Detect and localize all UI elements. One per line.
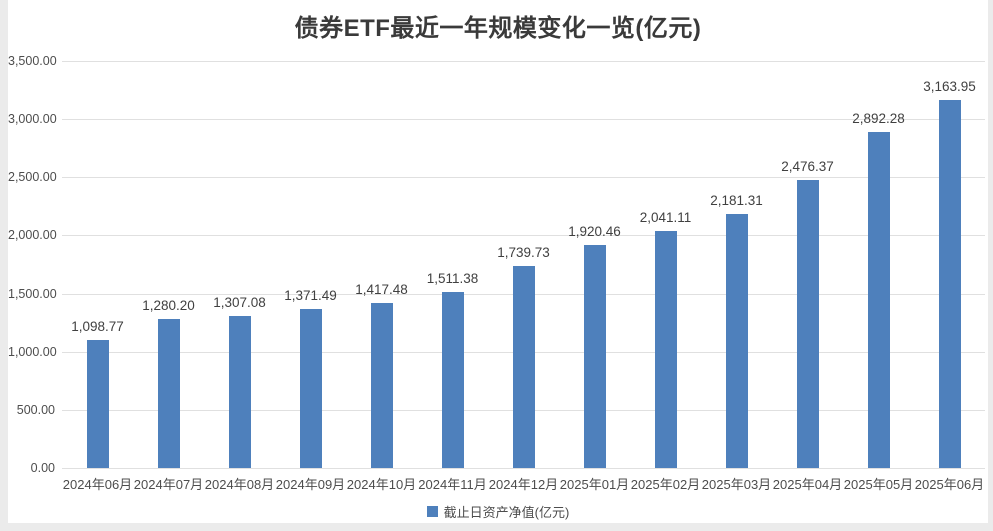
category-cell: 3,163.95	[914, 61, 985, 468]
category-cell: 2,181.31	[701, 61, 772, 468]
bar	[228, 316, 251, 468]
x-axis-tick-label: 2025年05月	[843, 477, 914, 492]
y-axis-tick-label: 1,000.00	[8, 344, 57, 359]
category-cell: 1,371.49	[275, 61, 346, 468]
bar-value-label: 2,892.28	[852, 110, 905, 126]
category-cell: 1,417.48	[346, 61, 417, 468]
category-cell: 1,920.46	[559, 61, 630, 468]
bar	[441, 292, 464, 468]
bar-value-label: 2,181.31	[710, 193, 763, 209]
x-axis-tick-label: 2024年08月	[204, 477, 275, 492]
x-axis-tick-label: 2024年07月	[133, 477, 204, 492]
bar	[583, 244, 606, 468]
x-axis-tick-label: 2024年11月	[418, 477, 487, 492]
bar-value-label: 1,280.20	[142, 298, 195, 314]
plot-area: 1,098.77 1,280.20 1,307.08 1,371.49 1,417.48…	[62, 61, 985, 468]
bar-value-label: 1,511.38	[426, 271, 479, 287]
bar-value-label: 2,476.37	[781, 159, 834, 174]
bar-value-label: 2,041.11	[639, 209, 692, 225]
bar	[370, 303, 393, 468]
category-cell: 2,892.28	[843, 61, 914, 468]
chart-card: 债券ETF最近一年规模变化一览(亿元) 0.00 500.00 1,000.00 1,…	[8, 0, 988, 523]
bar-value-label: 1,739.73	[497, 244, 550, 260]
bar-value-label: 1,417.48	[355, 282, 408, 298]
gridline	[62, 177, 985, 179]
bar	[725, 214, 748, 468]
legend-label: 截止日资产净值(亿元)	[443, 505, 570, 520]
category-cell: 1,739.73	[488, 61, 559, 468]
category-cell: 1,307.08	[204, 61, 275, 468]
y-axis-tick-label: 1,500.00	[8, 286, 57, 301]
bar	[157, 319, 180, 468]
bar	[654, 230, 677, 468]
x-axis-tick-label: 2025年04月	[772, 477, 843, 492]
y-axis-tick-label: 3,000.00	[8, 112, 57, 127]
bar	[512, 265, 535, 468]
legend-marker-square	[426, 506, 438, 517]
gridline	[62, 119, 985, 121]
plot-wrap: 0.00 500.00 1,000.00 1,500.00 2,000.00 2,500.…	[8, 0, 988, 523]
bar	[299, 308, 322, 468]
y-axis-tick-label: 2,500.00	[8, 170, 57, 185]
y-axis-tick-label: 3,500.00	[8, 54, 57, 68]
x-axis-tick-label: 2025年02月	[630, 477, 701, 492]
bar-value-label: 1,307.08	[213, 295, 266, 310]
legend: 截止日资产净值(亿元)	[8, 502, 988, 521]
x-axis-tick-label: 2024年10月	[346, 477, 417, 492]
bar-value-label: 1,371.49	[284, 287, 337, 303]
category-cell: 1,280.20	[133, 61, 204, 468]
bar-value-label: 3,163.95	[923, 79, 976, 95]
bar	[796, 180, 819, 468]
x-axis-tick-label: 2024年06月	[62, 477, 133, 492]
category-cell: 1,098.77	[62, 61, 133, 468]
category-cell: 2,476.37	[772, 61, 843, 468]
y-axis-tick-label: 500.00	[16, 402, 55, 417]
bar	[86, 340, 109, 468]
x-axis-tick-label: 2024年09月	[275, 477, 346, 492]
x-axis-tick-label: 2025年03月	[701, 477, 772, 492]
bar	[867, 131, 890, 468]
category-cell: 1,511.38	[417, 61, 488, 468]
bar-value-label: 1,920.46	[568, 223, 621, 239]
gridline	[62, 61, 985, 62]
chart-title: 债券ETF最近一年规模变化一览(亿元)	[294, 15, 702, 42]
gridline	[62, 235, 985, 237]
gridline	[62, 468, 985, 469]
y-axis-tick-label: 0.00	[30, 461, 55, 475]
x-axis-tick-label: 2024年12月	[488, 477, 559, 492]
bar-value-label: 1,098.77	[71, 319, 124, 335]
x-axis-tick-label: 2025年01月	[559, 477, 630, 492]
x-axis: 2024年06月 2024年07月 2024年08月 2024年09月 2024年10月…	[62, 472, 985, 492]
category-cell: 2,041.11	[630, 61, 701, 468]
y-axis-tick-label: 2,000.00	[8, 228, 57, 243]
bar	[938, 100, 961, 468]
x-axis-tick-label: 2025年06月	[914, 477, 985, 492]
